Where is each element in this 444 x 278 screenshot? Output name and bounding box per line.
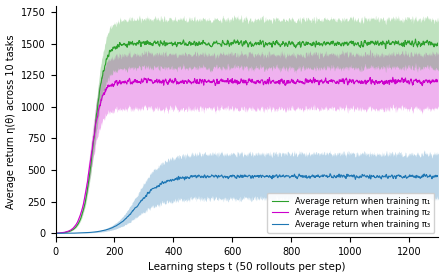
- Average return when training π₃: [63, 232, 69, 235]
- Average return when training π₃: [53, 232, 58, 235]
- Average return when training π₃: [247, 174, 252, 177]
- Average return when training π₁: [209, 45, 214, 48]
- Average return when training π₃: [354, 174, 359, 177]
- Line: Average return when training π₂: Average return when training π₂: [56, 77, 438, 233]
- Average return when training π₁: [127, 43, 132, 46]
- Average return when training π₃: [209, 173, 214, 177]
- Average return when training π₂: [209, 81, 214, 84]
- Y-axis label: Average return η(θ) across 10 tasks: Average return η(θ) across 10 tasks: [6, 34, 16, 208]
- X-axis label: Learning steps t (50 rollouts per step): Learning steps t (50 rollouts per step): [148, 262, 346, 272]
- Average return when training π₂: [63, 230, 69, 234]
- Average return when training π₁: [413, 38, 418, 41]
- Average return when training π₂: [127, 78, 132, 81]
- Average return when training π₃: [436, 174, 441, 178]
- Average return when training π₂: [436, 78, 441, 82]
- Average return when training π₁: [436, 44, 441, 48]
- Average return when training π₃: [309, 175, 314, 178]
- Average return when training π₃: [127, 213, 132, 216]
- Line: Average return when training π₃: Average return when training π₃: [56, 174, 438, 233]
- Average return when training π₂: [390, 76, 396, 79]
- Average return when training π₁: [309, 44, 314, 47]
- Line: Average return when training π₁: Average return when training π₁: [56, 39, 438, 233]
- Average return when training π₂: [309, 80, 314, 83]
- Average return when training π₁: [53, 232, 58, 235]
- Average return when training π₂: [247, 78, 252, 82]
- Average return when training π₁: [63, 231, 69, 234]
- Average return when training π₃: [327, 172, 333, 175]
- Average return when training π₁: [353, 43, 359, 46]
- Legend: Average return when training π₁, Average return when training π₂, Average return: Average return when training π₁, Average…: [267, 193, 434, 233]
- Average return when training π₂: [353, 79, 359, 83]
- Average return when training π₁: [247, 41, 252, 45]
- Average return when training π₂: [53, 232, 58, 235]
